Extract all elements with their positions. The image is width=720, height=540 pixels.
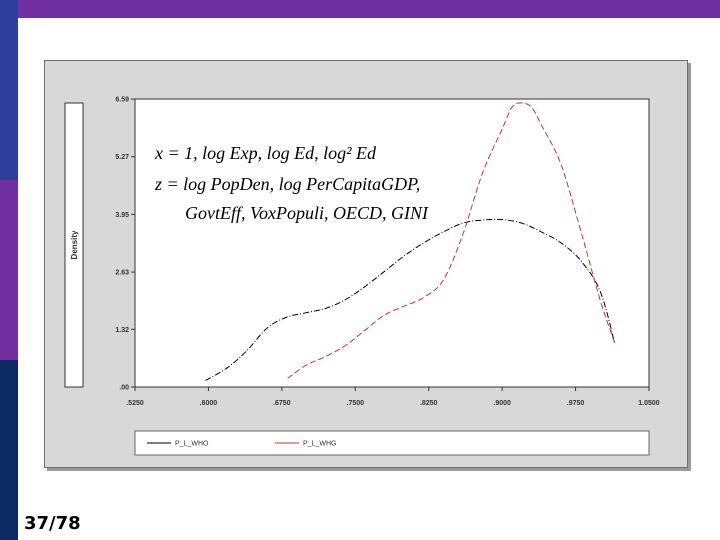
y-ticks: .00 1.32 2.63 3.95 5.27 6.59 [115, 97, 135, 392]
x-tick-label: .8250 [420, 400, 438, 407]
x-tick-label: .5250 [126, 400, 144, 407]
left-bar-segment-navy [0, 360, 18, 540]
top-accent-bar [0, 0, 720, 18]
series-lines [205, 102, 616, 381]
x-tick-label: .9750 [567, 400, 585, 407]
left-accent-bar [0, 0, 18, 540]
formula-line-1: x = 1, log Exp, log Ed, log² Ed [155, 143, 377, 163]
formula-line-3: GovtEff, VoxPopuli, OECD, GINI [185, 203, 428, 223]
y-tick-label: 1.32 [115, 327, 129, 334]
y-axis-label: Density [70, 230, 79, 259]
slide-number: 37/78 [24, 513, 81, 534]
legend-label: P_L_WHO [175, 441, 209, 448]
left-bar-segment-blue [0, 0, 18, 180]
left-bar-segment-purple [0, 180, 18, 360]
y-tick-label: .00 [119, 385, 129, 392]
legend: P_L_WHO P_L_WHG [147, 441, 336, 448]
x-tick-label: .9000 [493, 400, 511, 407]
density-chart: Density .00 1.32 2.63 3.95 5.27 6.59 .5250 .60… [64, 97, 660, 456]
x-tick-label: .6000 [200, 400, 218, 407]
y-tick-label: 2.63 [115, 270, 129, 277]
plot-area [134, 98, 650, 388]
x-tick-label: .7500 [347, 400, 365, 407]
series-line-p-l-who [205, 218, 616, 381]
x-ticks: .5250 .6000 .6750 .7500 .8250 .9000 .9750 1.050… [126, 387, 660, 407]
legend-box [134, 430, 650, 456]
y-tick-label: 3.95 [115, 212, 129, 219]
legend-label: P_L_WHG [303, 441, 336, 448]
ylabel-box [64, 102, 84, 388]
x-tick-label: .6750 [273, 400, 291, 407]
series-line-p-l-whg [287, 102, 616, 379]
y-tick-label: 6.59 [115, 97, 129, 104]
x-tick-label: 1.0500 [638, 400, 660, 407]
y-tick-label: 5.27 [115, 154, 129, 161]
figure-panel: Density .00 1.32 2.63 3.95 5.27 6.59 .5250 .60… [44, 60, 688, 468]
formula-line-2: z = log PopDen, log PerCapitaGDP, [155, 174, 421, 194]
